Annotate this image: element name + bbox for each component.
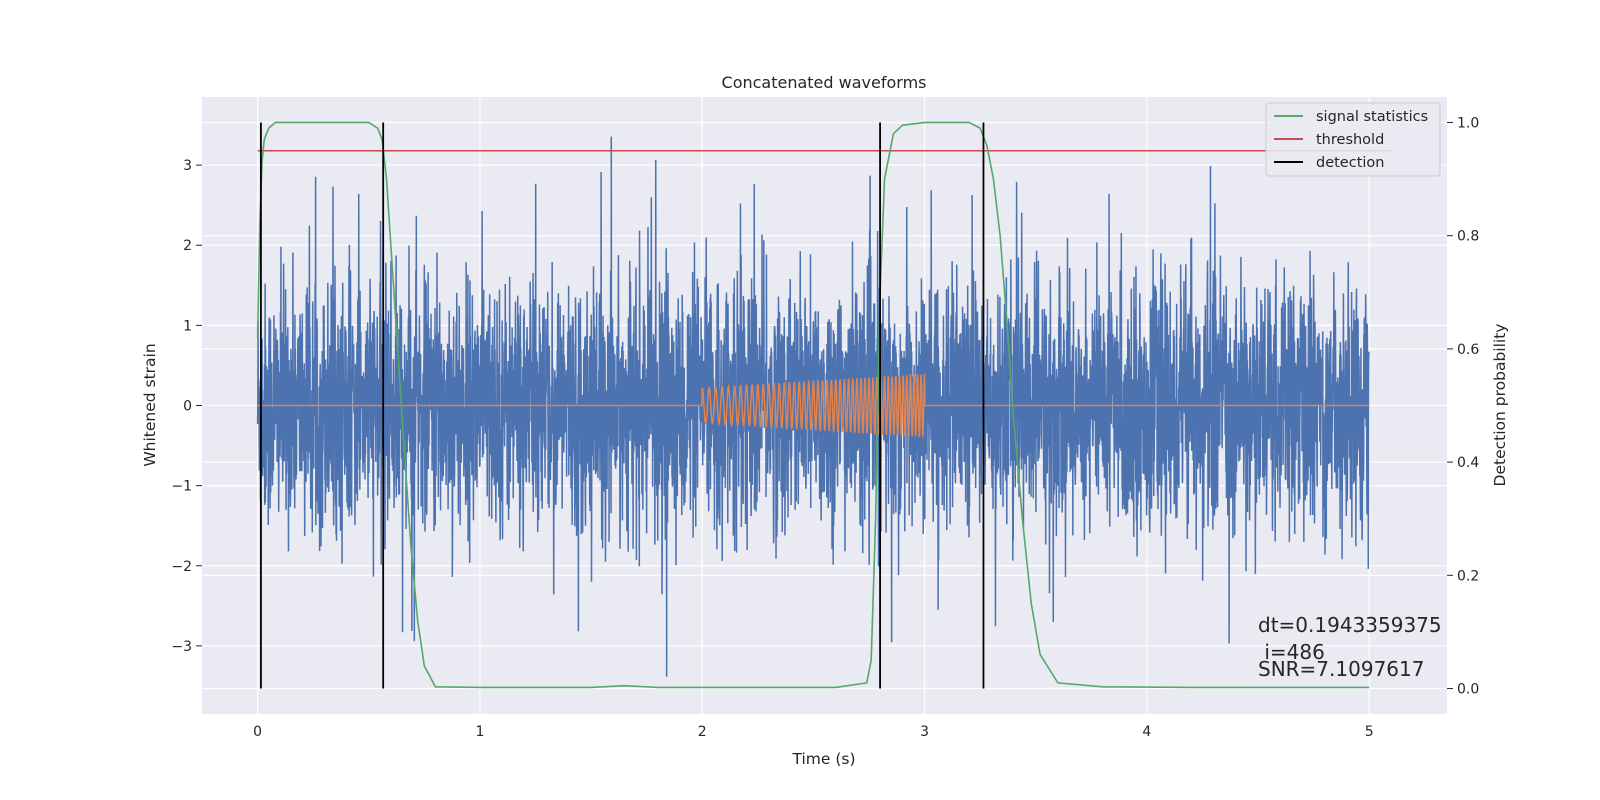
y-axis-label-right: Detection probability: [1491, 324, 1509, 487]
y-right-tick-label: 0.2: [1457, 568, 1479, 584]
x-tick-label: 4: [1142, 724, 1151, 740]
x-tick-label: 3: [920, 724, 929, 740]
legend: signal statistics threshold detection: [1265, 102, 1441, 177]
x-tick-label: 1: [475, 724, 484, 740]
y-right-tick-label: 0.0: [1457, 682, 1479, 698]
x-tick-label: 2: [698, 724, 707, 740]
y-left-tick-label: 3: [183, 158, 192, 174]
annotation-i: i=486: [1258, 640, 1325, 664]
chart-title: Concatenated waveforms: [722, 73, 927, 92]
y-right-tick-label: 1.0: [1457, 115, 1479, 131]
y-left-tick-label: 1: [183, 318, 192, 334]
y-right-tick-label: 0.4: [1457, 455, 1479, 471]
whitened-strain-line: [256, 136, 1370, 677]
y-left-tick-label: 2: [183, 238, 192, 254]
annotation-snr: SNR=7.1097617: [1258, 657, 1424, 681]
y-right-tick-label: 0.8: [1457, 229, 1479, 245]
x-tick-label: 5: [1365, 724, 1374, 740]
annotation-dt: dt=0.1943359375: [1258, 613, 1442, 637]
x-tick-label: 0: [253, 724, 262, 740]
y-left-tick-label: 0: [183, 399, 192, 415]
y-left-tick-label: −3: [171, 639, 192, 655]
legend-label-detection: detection: [1316, 155, 1384, 171]
legend-label-signal-statistics: signal statistics: [1316, 109, 1428, 125]
x-axis-label: Time (s): [791, 750, 855, 768]
axes-ticks: 0 1 2 3 4 5 −3 −2 −1 0 1 2 3 0.0 0.2 0.4 0.6 0.8 1.0: [171, 115, 1479, 740]
waveform-line: [257, 373, 1370, 438]
y-right-tick-label: 0.6: [1457, 342, 1479, 358]
y-left-tick-label: −1: [171, 479, 192, 495]
legend-box: [1265, 102, 1441, 177]
legend-label-threshold: threshold: [1316, 132, 1384, 148]
y-axis-label-left: Whitened strain: [141, 343, 159, 466]
plot-content: [256, 121, 1392, 689]
signal-statistics-line: [256, 121, 1370, 689]
y-left-tick-label: −2: [171, 559, 192, 575]
